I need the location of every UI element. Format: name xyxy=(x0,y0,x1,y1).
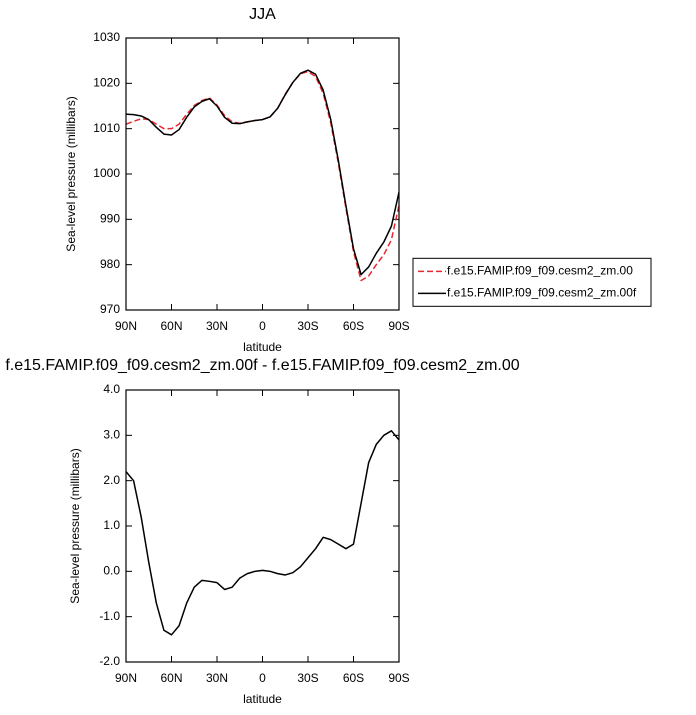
chart-title: f.e15.FAMIP.f09_f09.cesm2_zm.00f - f.e15… xyxy=(5,357,519,374)
data-line xyxy=(126,70,399,282)
x-axis-title: latitude xyxy=(243,340,282,354)
y-tick-label: -2.0 xyxy=(99,654,120,668)
legend-box xyxy=(412,257,652,307)
y-tick-label: 1.0 xyxy=(103,518,120,532)
y-tick-label: 4.0 xyxy=(103,382,120,396)
y-tick-label: 1030 xyxy=(93,30,120,44)
data-line xyxy=(126,69,399,276)
y-tick-label: 1000 xyxy=(93,166,120,180)
y-tick-label: 3.0 xyxy=(103,428,120,442)
y-tick-label: 990 xyxy=(100,212,120,226)
y-axis-title: Sea-level pressure (millibars) xyxy=(64,96,78,251)
x-tick-label: 30S xyxy=(297,671,318,685)
data-line xyxy=(126,430,399,636)
legend-label: f.e15.FAMIP.f09_f09.cesm2_zm.00 xyxy=(447,263,633,277)
legend-label: f.e15.FAMIP.f09_f09.cesm2_zm.00f xyxy=(447,285,637,299)
x-tick-label: 60N xyxy=(160,671,182,685)
y-tick-label: 1020 xyxy=(93,76,120,90)
x-tick-label: 30N xyxy=(206,671,228,685)
y-tick-label: 0.0 xyxy=(103,564,120,578)
y-axis-title: Sea-level pressure (millibars) xyxy=(68,448,82,603)
x-tick-label: 30S xyxy=(297,319,318,333)
y-tick-label: 980 xyxy=(100,257,120,271)
y-tick-label: 1010 xyxy=(93,121,120,135)
x-tick-label: 90N xyxy=(115,671,137,685)
x-tick-label: 90S xyxy=(388,319,409,333)
x-tick-label: 30N xyxy=(206,319,228,333)
x-tick-label: 0 xyxy=(259,671,266,685)
x-tick-label: 60S xyxy=(343,671,364,685)
x-axis-title: latitude xyxy=(243,692,282,706)
y-tick-label: 970 xyxy=(100,302,120,316)
x-tick-label: 0 xyxy=(259,319,266,333)
x-tick-label: 60N xyxy=(160,319,182,333)
plot-frame xyxy=(125,389,400,663)
x-tick-label: 90S xyxy=(388,671,409,685)
chart-title: JJA xyxy=(249,6,276,23)
plot-frame xyxy=(125,37,400,311)
y-tick-label: -1.0 xyxy=(99,609,120,623)
y-tick-label: 2.0 xyxy=(103,473,120,487)
x-tick-label: 90N xyxy=(115,319,137,333)
x-tick-label: 60S xyxy=(343,319,364,333)
